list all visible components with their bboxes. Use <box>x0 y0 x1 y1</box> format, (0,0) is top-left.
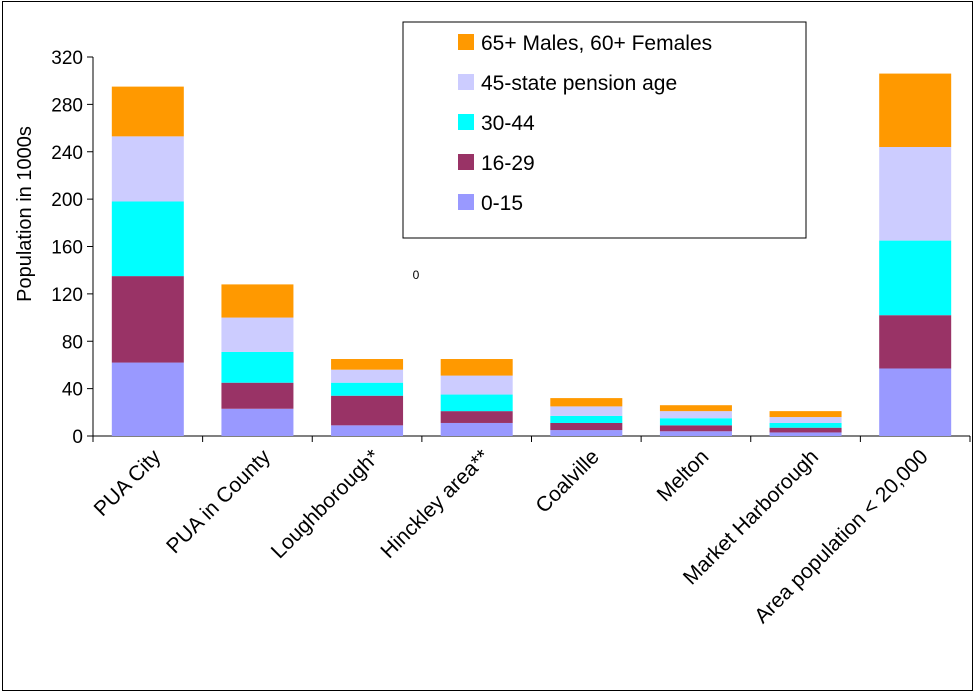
y-tick-label: 160 <box>51 238 83 259</box>
x-category-label: Loughborough* <box>267 445 385 563</box>
bar-segment <box>221 317 294 352</box>
bar-segment <box>550 430 623 436</box>
legend-swatch <box>458 194 474 210</box>
bar-segment <box>879 147 952 241</box>
legend-label: 65+ Males, 60+ Females <box>481 32 712 55</box>
bar-segment <box>221 351 294 383</box>
bars <box>111 73 952 436</box>
legend-label: 30-44 <box>481 112 535 135</box>
bar-segment <box>659 411 732 419</box>
bar-segment <box>769 432 842 436</box>
bar-segment <box>440 394 513 412</box>
bar-segment <box>879 240 952 316</box>
bar-segment <box>221 284 294 318</box>
legend-swatch <box>458 114 474 130</box>
bar-segment <box>111 86 184 137</box>
x-category-label: Area population < 20,000 <box>750 445 933 628</box>
bar-segment <box>111 362 184 436</box>
bar-segment <box>550 398 623 407</box>
bar-segment <box>550 415 623 423</box>
y-tick-label: 280 <box>51 95 83 116</box>
bar-segment <box>440 411 513 423</box>
y-tick-label: 40 <box>62 380 83 401</box>
x-category-label: Melton <box>653 445 714 506</box>
bar-segment <box>769 422 842 428</box>
y-tick-label: 120 <box>51 285 83 306</box>
legend-swatch <box>458 154 474 170</box>
bar-segment <box>331 395 404 426</box>
y-tick-label: 80 <box>62 332 83 353</box>
legend: 65+ Males, 60+ Females 45-state pension a… <box>402 21 807 239</box>
bar-segment <box>659 418 732 426</box>
bar-segment <box>879 315 952 369</box>
bar-segment <box>331 369 404 383</box>
legend-swatch <box>458 34 474 50</box>
y-tick-label: 200 <box>51 190 83 211</box>
y-tick-label: 0 <box>72 427 83 448</box>
x-category-label: PUA in County <box>162 445 275 558</box>
legend-label: 45-state pension age <box>481 72 677 95</box>
bar-segment <box>769 427 842 433</box>
legend-label: 16-29 <box>481 152 535 175</box>
bar-segment <box>111 201 184 277</box>
bar-segment <box>550 422 623 431</box>
bar-segment <box>659 425 732 432</box>
bar-segment <box>440 422 513 436</box>
bar-segment <box>769 417 842 423</box>
x-category-label: Coalville <box>531 445 603 517</box>
x-category-label: PUA City <box>90 445 166 521</box>
bar-segment <box>111 136 184 202</box>
x-category-label: Hinckley area** <box>376 445 494 563</box>
y-tick-label: 240 <box>51 143 83 164</box>
bar-segment <box>440 359 513 376</box>
bar-segment <box>550 406 623 416</box>
bar-segment <box>659 405 732 412</box>
bar-segment <box>769 411 842 418</box>
bar-segment <box>111 276 184 363</box>
bar-segment <box>221 408 294 436</box>
bar-segment <box>331 382 404 396</box>
bar-segment <box>331 425 404 436</box>
y-tick-label: 320 <box>51 48 83 69</box>
y-axis-label: Population in 1000s <box>14 126 36 302</box>
legend-label: 0-15 <box>481 192 523 215</box>
stray-annotation: 0 <box>413 268 420 282</box>
legend-swatch <box>458 74 474 90</box>
bar-segment <box>331 359 404 370</box>
y-tick-labels: 0 40 80 120 160 200 240 280 320 <box>51 48 83 448</box>
bar-segment <box>659 431 732 436</box>
bar-segment <box>879 73 952 148</box>
bar-segment <box>221 382 294 409</box>
bar-segment <box>440 375 513 395</box>
bar-segment <box>879 368 952 436</box>
